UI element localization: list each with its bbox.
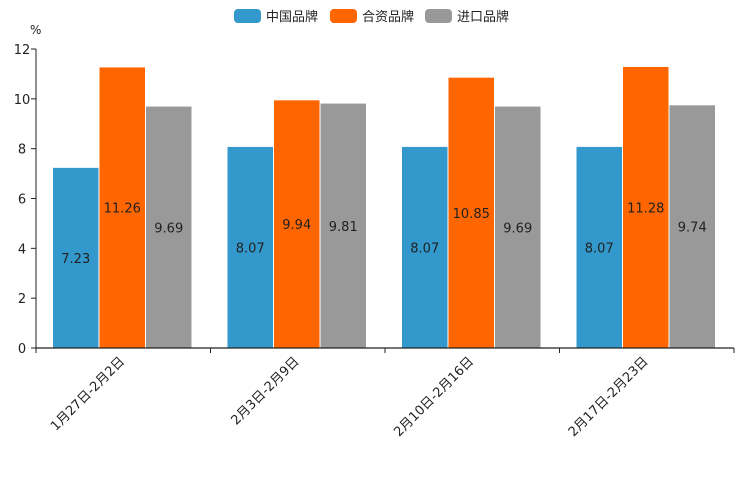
bar-2-2[interactable] — [274, 100, 320, 348]
data-label: 11.26 — [104, 202, 141, 217]
legend-label-2[interactable]: 合资品牌 — [362, 9, 414, 25]
y-tick-label: 0 — [18, 342, 26, 357]
y-axis: 0 2 4 6 8 10 12 — [14, 43, 37, 357]
bar-3-2[interactable] — [320, 103, 367, 348]
bar-2-4[interactable] — [623, 66, 669, 348]
legend: 中国品牌 合资品牌 进口品牌 — [234, 9, 509, 25]
x-axis: 1月27日-2月2日 2月3日-2月9日 2月10日-2月16日 2月17日-2月23… — [35, 347, 735, 440]
data-label: 11.28 — [627, 201, 664, 216]
bars: 7.23 11.26 9.69 8.07 9.94 9.81 8.07 10.85 9.69 8.… — [53, 66, 716, 349]
y-tick-label: 12 — [14, 43, 31, 58]
data-label: 9.69 — [503, 221, 532, 236]
legend-swatch-1[interactable] — [234, 9, 261, 23]
y-tick-label: 6 — [18, 193, 26, 208]
bar-3-1[interactable] — [146, 106, 192, 349]
y-unit-label: % — [30, 23, 41, 37]
data-label: 9.74 — [678, 221, 707, 236]
y-tick-label: 10 — [14, 93, 31, 108]
y-tick-label: 2 — [18, 292, 26, 307]
data-label: 8.07 — [585, 241, 614, 256]
bar-2-1[interactable] — [99, 67, 146, 349]
x-tick-label: 2月17日-2月23日 — [566, 354, 652, 440]
data-label: 9.69 — [154, 221, 183, 236]
legend-swatch-2[interactable] — [330, 9, 357, 23]
x-tick-label: 2月10日-2月16日 — [391, 354, 477, 440]
x-tick-label: 2月3日-2月9日 — [228, 354, 302, 428]
bar-1-3[interactable] — [402, 146, 448, 348]
bar-2-3[interactable] — [448, 77, 495, 348]
bar-1-4[interactable] — [576, 146, 623, 348]
data-label: 9.81 — [329, 220, 358, 235]
data-label: 8.07 — [410, 241, 439, 256]
x-tick-label: 1月27日-2月2日 — [48, 354, 128, 434]
data-label: 10.85 — [453, 207, 490, 222]
legend-swatch-3[interactable] — [425, 9, 452, 23]
bar-3-3[interactable] — [495, 106, 541, 349]
data-label: 9.94 — [282, 218, 311, 233]
legend-label-3[interactable]: 进口品牌 — [457, 9, 509, 25]
bar-1-1[interactable] — [53, 167, 99, 348]
data-label: 8.07 — [236, 241, 265, 256]
bar-1-2[interactable] — [227, 146, 274, 348]
y-tick-label: 8 — [18, 143, 26, 158]
y-tick-label: 4 — [18, 242, 26, 257]
data-label: 7.23 — [61, 252, 90, 267]
bar-3-4[interactable] — [669, 105, 716, 348]
legend-label-1[interactable]: 中国品牌 — [266, 9, 318, 25]
